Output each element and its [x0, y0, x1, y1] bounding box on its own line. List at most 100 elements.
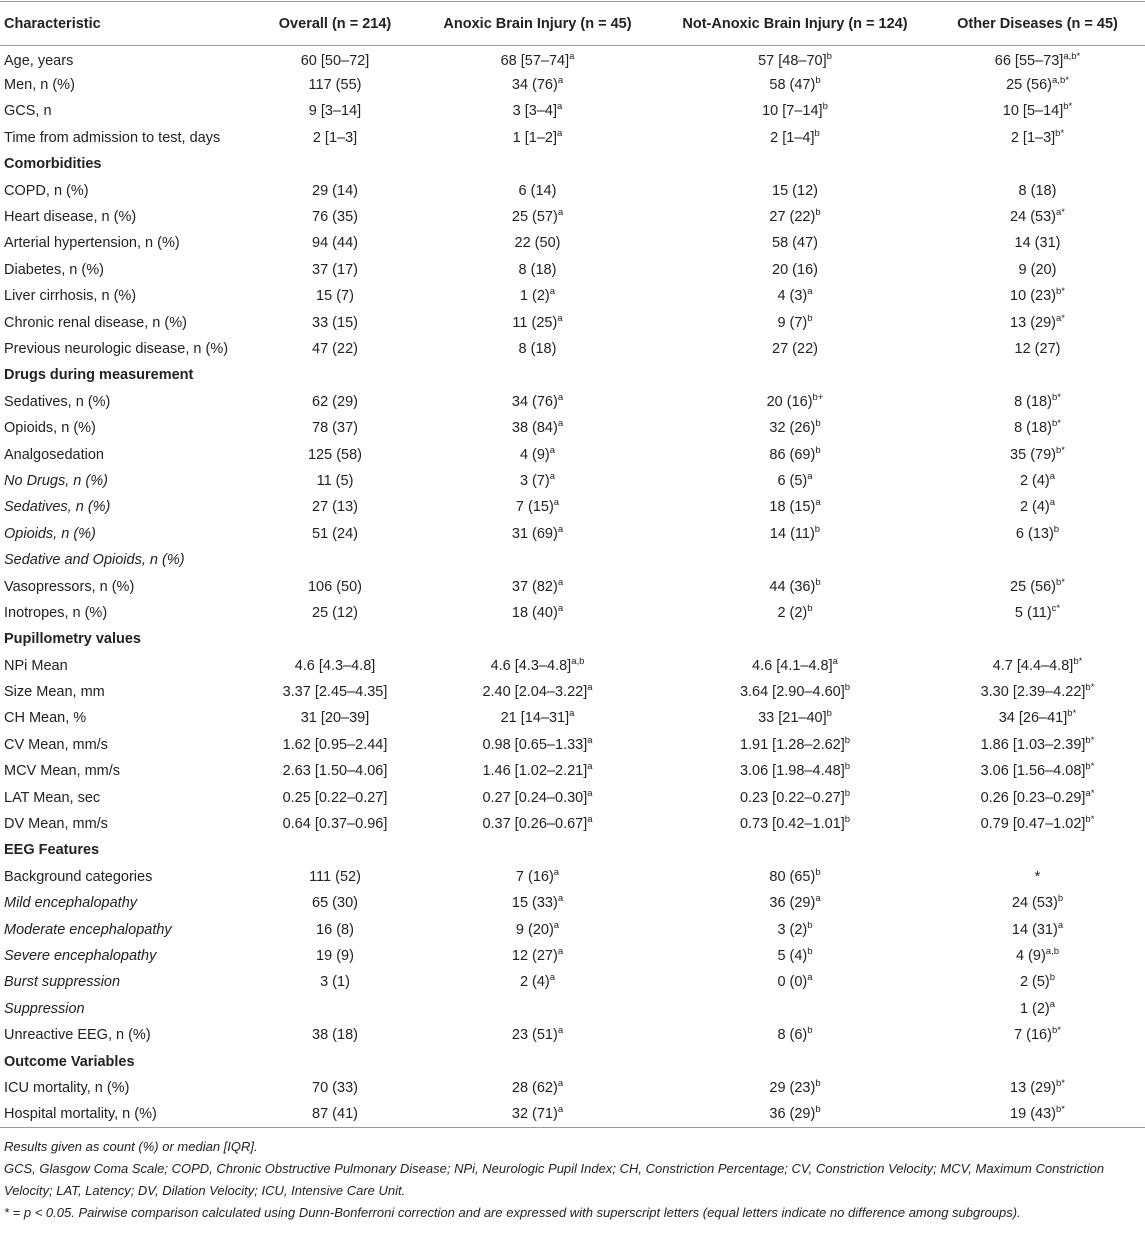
cell-value: 0.73 [0.42–1.01]: [739, 816, 845, 833]
cell: 8 (6)b: [660, 1022, 930, 1048]
cell: 125 (58): [307, 446, 362, 463]
cell-superscript: b*: [1055, 576, 1065, 588]
table-row: DV Mean, mm/s 0.64 [0.37–0.96] 0.37 [0.26–…: [0, 811, 1145, 837]
cell-superscript: b*: [1085, 761, 1095, 773]
cell: 33 [21–40]b: [660, 705, 930, 731]
cell-superscript: b: [844, 761, 851, 773]
table-row: Outcome Variables: [0, 1048, 1145, 1074]
cell-superscript: a: [557, 128, 563, 140]
cell-superscript: b: [814, 128, 820, 140]
row-label: Inotropes, n (%): [4, 604, 108, 621]
cell: 12 (27)a: [415, 943, 660, 969]
cell: 31 [20–39]: [300, 710, 370, 727]
cell: 78 (37): [312, 420, 358, 437]
cell-superscript: b+: [812, 391, 824, 403]
cell: 7 (15)a: [415, 494, 660, 520]
table-row: Suppression 1 (2)a: [0, 996, 1145, 1022]
cell-value: 19 (43): [1010, 1106, 1056, 1123]
cell: 3 (7)a: [415, 468, 660, 494]
cell: 0.79 [0.47–1.02]b*: [930, 811, 1145, 837]
cell-superscript: b*: [1063, 101, 1073, 113]
cell-value: 4.6 [4.3–4.8]: [490, 657, 572, 674]
cell-value: 3.06 [1.98–4.48]: [739, 763, 845, 780]
cell-value: 24 (53): [1010, 209, 1056, 226]
cell-value: 0.27 [0.24–0.30]: [482, 789, 588, 806]
cell-value: 3.30 [2.39–4.22]: [980, 684, 1086, 701]
cell-superscript: a: [587, 761, 593, 773]
cell: 62 (29): [312, 393, 358, 410]
header-cell: Anoxic Brain Injury (n = 45): [443, 15, 632, 32]
cell-value: 3.06 [1.56–4.08]: [980, 763, 1086, 780]
cell-value: 23 (51): [511, 1027, 558, 1044]
cell: 38 (84)a: [415, 415, 660, 441]
table-row: Analgosedation 125 (58) 4 (9)a 86 (69)b 35 (…: [0, 441, 1145, 467]
table-row: Background categories 111 (52) 7 (16)a 80 (…: [0, 864, 1145, 890]
cell-value: 10 [5–14]: [1002, 103, 1064, 120]
cell: 8 (18): [518, 340, 557, 357]
cell-superscript: b: [815, 1078, 821, 1090]
cell: 1 (2)a: [415, 283, 660, 309]
cell: 34 (76)a: [415, 389, 660, 415]
header-cell: Characteristic: [4, 15, 101, 32]
row-label: ICU mortality, n (%): [4, 1079, 130, 1096]
cell-value: 32 (71): [511, 1106, 558, 1123]
cell: 4.6 [4.3–4.8]a,b: [415, 652, 660, 678]
cell: 9 (20): [1018, 261, 1057, 278]
cell-superscript: a: [807, 972, 813, 984]
table-row: Drugs during measurement: [0, 362, 1145, 388]
cell: 106 (50): [307, 578, 362, 595]
footnote: Results given as count (%) or median [IQ…: [4, 1139, 258, 1155]
cell-value: 37 (82): [511, 578, 558, 595]
row-label: LAT Mean, sec: [4, 789, 101, 806]
cell-value: 4.7 [4.4–4.8]: [992, 657, 1074, 674]
cell-value: 13 (29): [1010, 314, 1056, 331]
cell: 1.86 [1.03–2.39]b*: [930, 732, 1145, 758]
cell: 0.25 [0.22–0.27]: [282, 789, 388, 806]
cell: 27 (22)b: [660, 204, 930, 230]
table-row: Moderate encephalopathy 16 (8) 9 (20)a 3 (2…: [0, 916, 1145, 942]
cell-superscript: a: [557, 312, 563, 324]
cell-value: 9 (7): [777, 314, 808, 331]
cell: 20 (16)b+: [660, 389, 930, 415]
cell-superscript: a: [553, 497, 560, 509]
cell: 12 (27): [1014, 340, 1061, 357]
table-row: Comorbidities: [0, 151, 1145, 177]
cell-superscript: a: [557, 946, 564, 958]
table-row: Pupillometry values: [0, 626, 1145, 652]
table-row: Opioids, n (%) 78 (37) 38 (84)a 32 (26)b 8 (…: [0, 415, 1145, 441]
cell: 94 (44): [312, 235, 358, 252]
row-label: Vasopressors, n (%): [4, 578, 135, 595]
cell-superscript: b: [807, 919, 813, 931]
cell: 2 [1–3]b*: [930, 125, 1145, 151]
cell-superscript: a,b: [1045, 946, 1060, 958]
cell: 32 (26)b: [660, 415, 930, 441]
section-label: Comorbidities: [4, 156, 102, 173]
footnotes: Results given as count (%) or median [IQ…: [0, 1128, 1145, 1224]
cell-value: 2 [1–3]: [1010, 129, 1056, 146]
cell-value: 14 (31): [1011, 921, 1058, 938]
cell: 14 (31)a: [930, 916, 1145, 942]
cell-superscript: b*: [1051, 391, 1061, 403]
section-label: Outcome Variables: [4, 1053, 135, 1070]
cell-superscript: b: [807, 312, 813, 324]
cell-value: 9 (20): [515, 921, 554, 938]
table-row: Mild encephalopathy 65 (30) 15 (33)a 36 (29…: [0, 890, 1145, 916]
cell: 25 (56)a,b*: [930, 72, 1145, 98]
cell: 13 (29)a*: [930, 309, 1145, 335]
cell-value: 44 (36): [769, 578, 816, 595]
cell-value: 12 (27): [511, 947, 558, 964]
cell-superscript: a: [557, 603, 564, 615]
cell-value: 31 (69): [511, 525, 558, 542]
cell-superscript: a: [1057, 919, 1064, 931]
cell: 34 (76)a: [415, 72, 660, 98]
cell-superscript: b: [815, 207, 821, 219]
cell: [415, 547, 660, 573]
cell-superscript: a: [815, 893, 821, 905]
cell-superscript: a: [557, 75, 564, 87]
cell: 7 (16)a: [415, 864, 660, 890]
cell-value: 0.26 [0.23–0.29]: [980, 789, 1086, 806]
cell: [255, 547, 415, 573]
cell: 24 (53)b: [930, 890, 1145, 916]
cell-superscript: b: [815, 75, 821, 87]
